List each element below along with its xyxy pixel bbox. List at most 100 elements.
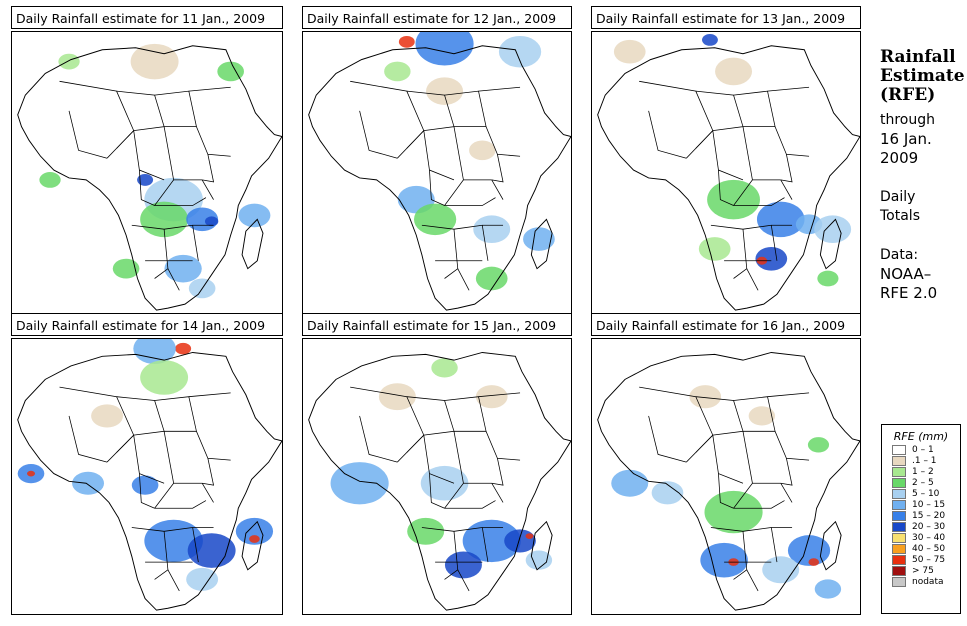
map-panel-4: Daily Rainfall estimate for 14 Jan., 200… bbox=[11, 313, 283, 616]
rainfall-area bbox=[814, 579, 842, 599]
rainfall-area bbox=[378, 383, 416, 411]
rainfall-map bbox=[302, 338, 572, 615]
country-border bbox=[359, 110, 398, 159]
country-border bbox=[133, 130, 165, 181]
country-border bbox=[444, 482, 464, 509]
country-border bbox=[733, 396, 776, 432]
country-border bbox=[423, 130, 455, 181]
legend-label: > 75 bbox=[912, 565, 934, 576]
map-panel-1: Daily Rainfall estimate for 11 Jan., 200… bbox=[11, 6, 283, 315]
panel-title: Daily Rainfall estimate for 16 Jan., 200… bbox=[591, 313, 861, 336]
side-title-line1: Rainfall bbox=[880, 47, 956, 67]
panel-title: Daily Rainfall estimate for 11 Jan., 200… bbox=[11, 6, 283, 29]
country-border bbox=[139, 473, 155, 509]
totals-line2: Totals bbox=[880, 208, 920, 224]
africa-coastline bbox=[17, 351, 282, 611]
country-border bbox=[742, 431, 781, 484]
legend-label: 2 – 5 bbox=[912, 477, 934, 488]
panel-title: Daily Rainfall estimate for 14 Jan., 200… bbox=[11, 313, 283, 336]
country-border bbox=[154, 396, 197, 432]
country-border bbox=[201, 483, 214, 503]
rainfall-area bbox=[39, 172, 61, 188]
data-line2: NOAA– bbox=[880, 265, 932, 283]
country-border bbox=[163, 431, 203, 484]
country-border bbox=[742, 126, 781, 181]
map-canvas bbox=[308, 351, 571, 611]
madagascar-outline bbox=[241, 218, 264, 270]
rainfall-area bbox=[238, 203, 271, 228]
africa-coastline bbox=[308, 45, 571, 311]
rainfall-blobs bbox=[384, 32, 555, 291]
panel-title: Daily Rainfall estimate for 13 Jan., 200… bbox=[591, 6, 861, 29]
rainfall-area bbox=[523, 227, 555, 251]
rainfall-blobs bbox=[613, 33, 852, 287]
rainfall-area bbox=[426, 77, 464, 105]
rainfall-area bbox=[384, 61, 411, 82]
rainfall-area bbox=[689, 385, 722, 409]
country-border bbox=[359, 415, 398, 463]
legend-label: .1 – 1 bbox=[912, 455, 937, 466]
country-border bbox=[710, 224, 793, 230]
rainfall-area bbox=[140, 201, 189, 238]
rainfall-area bbox=[715, 57, 753, 86]
country-border bbox=[154, 179, 174, 206]
country-border bbox=[770, 527, 778, 563]
rainfall-blobs bbox=[17, 339, 274, 591]
country-border bbox=[733, 90, 776, 128]
rainfall-area bbox=[27, 470, 36, 477]
panel-title: Daily Rainfall estimate for 12 Jan., 200… bbox=[302, 6, 572, 29]
country-border bbox=[154, 90, 197, 128]
country-border bbox=[201, 179, 214, 200]
madagascar-outline bbox=[819, 520, 842, 571]
rainfall-area bbox=[249, 535, 260, 543]
country-border bbox=[453, 126, 492, 181]
through-label: through bbox=[880, 112, 936, 128]
legend-label: 20 – 30 bbox=[912, 521, 946, 532]
legend-swatch bbox=[892, 466, 906, 477]
country-border bbox=[192, 225, 199, 261]
country-border bbox=[154, 197, 207, 206]
country-border bbox=[444, 179, 464, 206]
panel-title: Daily Rainfall estimate for 15 Jan., 200… bbox=[302, 313, 572, 336]
rainfall-area bbox=[475, 266, 508, 291]
country-border bbox=[444, 197, 496, 206]
legend-label: 0 – 1 bbox=[912, 444, 934, 455]
country-border bbox=[457, 569, 470, 592]
country-border bbox=[733, 229, 748, 279]
country-border bbox=[780, 179, 793, 200]
rainfall-area bbox=[407, 517, 445, 545]
legend-swatch bbox=[892, 510, 906, 521]
madagascar-outline bbox=[530, 520, 553, 571]
country-border bbox=[188, 392, 231, 398]
country-border bbox=[106, 130, 134, 159]
legend-item: 0 – 1 bbox=[892, 444, 960, 455]
country-border bbox=[457, 268, 470, 291]
legend-item: 20 – 30 bbox=[892, 521, 960, 532]
legend-label: 15 – 20 bbox=[912, 510, 946, 521]
legend-swatch bbox=[892, 532, 906, 543]
rainfall-area bbox=[748, 406, 776, 426]
rainfall-area bbox=[431, 358, 458, 378]
country-border bbox=[429, 170, 445, 206]
country-border bbox=[491, 483, 504, 503]
legend-item: nodata bbox=[892, 576, 960, 587]
legend-label: 30 – 40 bbox=[912, 532, 946, 543]
country-border bbox=[154, 500, 207, 509]
country-border bbox=[202, 154, 215, 183]
country-border bbox=[481, 527, 489, 563]
country-border bbox=[767, 86, 810, 92]
rainfall-area bbox=[415, 32, 474, 66]
country-border bbox=[774, 431, 810, 461]
legend-item: 30 – 40 bbox=[892, 532, 960, 543]
rainfall-area bbox=[755, 246, 788, 271]
rainfall-area bbox=[704, 490, 763, 534]
rainfall-area bbox=[700, 542, 748, 578]
side-title-line2: Estimate bbox=[880, 66, 965, 86]
country-border bbox=[733, 500, 785, 509]
africa-coastline bbox=[17, 45, 282, 311]
side-title-line3: (RFE) bbox=[880, 85, 936, 105]
rainfall-area bbox=[72, 471, 105, 495]
rainfall-area bbox=[137, 173, 154, 186]
africa-coastline bbox=[597, 351, 860, 611]
